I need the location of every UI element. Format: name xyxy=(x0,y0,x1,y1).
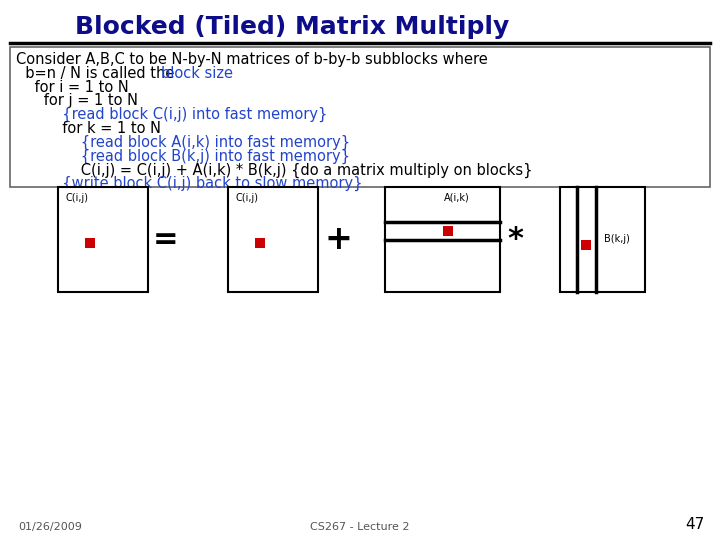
Text: C(i,j): C(i,j) xyxy=(66,193,89,203)
Text: +: + xyxy=(324,223,352,256)
Text: C(i,j) = C(i,j) + A(i,k) * B(k,j) {do a matrix multiply on blocks}: C(i,j) = C(i,j) + A(i,k) * B(k,j) {do a … xyxy=(16,163,533,178)
Text: B(k,j): B(k,j) xyxy=(604,234,630,245)
Text: C(i,j): C(i,j) xyxy=(236,193,259,203)
Bar xyxy=(385,187,500,292)
Text: block size: block size xyxy=(161,66,233,81)
Text: 47: 47 xyxy=(685,517,705,532)
Bar xyxy=(560,187,645,292)
Text: {read block C(i,j) into fast memory}: {read block C(i,j) into fast memory} xyxy=(16,107,328,123)
Text: {read block B(k,j) into fast memory}: {read block B(k,j) into fast memory} xyxy=(16,148,350,164)
Text: {read block A(i,k) into fast memory}: {read block A(i,k) into fast memory} xyxy=(16,135,350,150)
Bar xyxy=(85,238,95,248)
Text: for i = 1 to N: for i = 1 to N xyxy=(16,79,129,94)
Bar xyxy=(10,47,710,187)
Text: b=n / N is called the: b=n / N is called the xyxy=(16,66,179,81)
Bar xyxy=(581,240,591,250)
Text: Blocked (Tiled) Matrix Multiply: Blocked (Tiled) Matrix Multiply xyxy=(75,15,509,39)
Text: 01/26/2009: 01/26/2009 xyxy=(18,522,82,532)
Text: CS267 - Lecture 2: CS267 - Lecture 2 xyxy=(310,522,410,532)
Text: A(i,k): A(i,k) xyxy=(444,193,469,203)
Text: for j = 1 to N: for j = 1 to N xyxy=(16,93,138,109)
Bar xyxy=(255,238,265,248)
Bar xyxy=(228,187,318,292)
Text: Consider A,B,C to be N-by-N matrices of b-by-b subblocks where: Consider A,B,C to be N-by-N matrices of … xyxy=(16,52,487,67)
Text: *: * xyxy=(507,225,523,254)
Bar xyxy=(443,226,452,235)
Text: =: = xyxy=(153,225,179,254)
Bar xyxy=(58,187,148,292)
Text: {write block C(i,j) back to slow memory}: {write block C(i,j) back to slow memory} xyxy=(16,176,362,191)
Text: for k = 1 to N: for k = 1 to N xyxy=(16,121,161,136)
